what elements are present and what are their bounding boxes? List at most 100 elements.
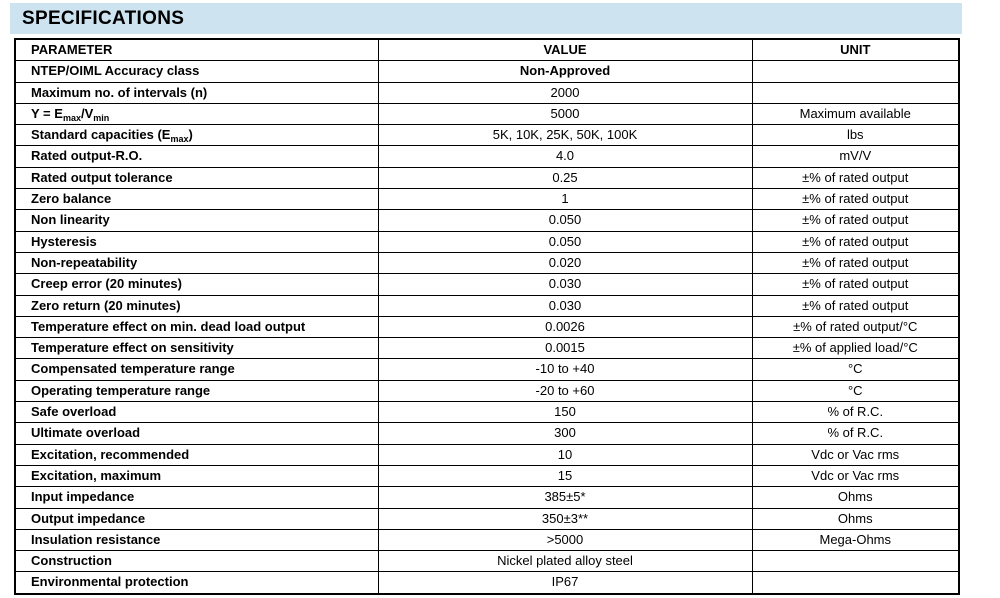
value-cell: IP67: [377, 571, 753, 595]
table-row: Temperature effect on sensitivity 0.0015 ±…: [14, 337, 960, 360]
value-cell: 2000: [377, 81, 753, 104]
table-row: Rated output tolerance 0.25 ±% of rated ou…: [14, 166, 960, 190]
value-cell: 0.050: [377, 230, 753, 253]
unit-cell: lbs: [751, 124, 960, 147]
parameter-cell: Construction: [14, 550, 379, 573]
parameter-cell: Standard capacities (Emax): [14, 124, 379, 147]
table-row: Non-repeatability 0.020 ±% of rated output: [14, 251, 960, 275]
value-cell: Non-Approved: [377, 60, 753, 83]
parameter-subscript: min: [93, 112, 110, 123]
parameter-cell: Zero balance: [14, 188, 379, 211]
value-cell: 350±3**: [377, 507, 753, 530]
parameter-cell: Maximum no. of intervals (n): [14, 81, 379, 104]
table-row: Rated output-R.O. 4.0 mV/V: [14, 145, 960, 168]
unit-cell: Ohms: [751, 486, 960, 509]
parameter-cell: Temperature effect on sensitivity: [14, 337, 379, 360]
table-row: Y = Emax/Vmin 5000 Maximum available: [14, 102, 960, 126]
value-cell: 0.020: [377, 251, 753, 275]
table-row: Ultimate overload 300% of R.C.: [14, 422, 960, 445]
parameter-cell: Compensated temperature range: [14, 358, 379, 381]
header-row: PARAMETER VALUE UNIT: [14, 38, 960, 62]
column-header-parameter: PARAMETER: [14, 38, 379, 62]
unit-cell: ±% of rated output: [751, 273, 960, 296]
parameter-cell: Hysteresis: [14, 230, 379, 253]
parameter-cell: Safe overload: [14, 401, 379, 424]
parameter-cell: Insulation resistance: [14, 528, 379, 552]
parameter-text: Standard capacities (E: [31, 127, 171, 143]
value-cell: 5000: [377, 102, 753, 126]
parameter-cell: Ultimate overload: [14, 422, 379, 445]
parameter-subscript: max: [170, 134, 189, 145]
parameter-cell: Temperature effect on min. dead load out…: [14, 315, 379, 339]
parameter-cell: Input impedance: [14, 486, 379, 509]
value-cell: -20 to +60: [377, 379, 753, 403]
value-cell: 5K, 10K, 25K, 50K, 100K: [377, 124, 753, 147]
section-title: SPECIFICATIONS: [22, 7, 185, 29]
table-row: Zero return (20 minutes) 0.030 ±% of rated…: [14, 294, 960, 317]
section-header-bar: SPECIFICATIONS: [10, 3, 962, 34]
unit-cell: ±% of applied load/°C: [751, 337, 960, 360]
parameter-cell: Excitation, recommended: [14, 443, 379, 466]
unit-cell: ±% of rated output: [751, 230, 960, 253]
table-head: PARAMETER VALUE UNIT: [14, 38, 960, 62]
parameter-cell: Non linearity: [14, 209, 379, 232]
parameter-cell: Non-repeatability: [14, 251, 379, 275]
value-cell: 0.0026: [377, 315, 753, 339]
unit-cell: ±% of rated output: [751, 166, 960, 190]
value-cell: 4.0: [377, 145, 753, 168]
value-cell: 1: [377, 188, 753, 211]
unit-cell: ±% of rated output: [751, 209, 960, 232]
unit-cell: [751, 81, 960, 104]
value-cell: 0.0015: [377, 337, 753, 360]
table-row: Compensated temperature range -10 to +40 °…: [14, 358, 960, 381]
unit-cell: °C: [751, 358, 960, 381]
parameter-cell: Excitation, maximum: [14, 464, 379, 488]
unit-cell: Vdc or Vac rms: [751, 443, 960, 466]
column-header-value: VALUE: [377, 38, 753, 62]
unit-cell: [751, 550, 960, 573]
unit-cell: Vdc or Vac rms: [751, 464, 960, 488]
unit-cell: Maximum available: [751, 102, 960, 126]
unit-cell: ±% of rated output: [751, 294, 960, 317]
table-row: Temperature effect on min. dead load out…: [14, 315, 960, 339]
specifications-table: PARAMETER VALUE UNIT NTEP/OIML Accuracy …: [14, 38, 960, 595]
table-row: Zero balance 1 ±% of rated output: [14, 188, 960, 211]
parameter-cell: NTEP/OIML Accuracy class: [14, 60, 379, 83]
value-cell: 15: [377, 464, 753, 488]
parameter-cell: Rated output-R.O.: [14, 145, 379, 168]
parameter-text: ): [188, 127, 193, 143]
unit-cell: ±% of rated output/°C: [751, 315, 960, 339]
table-row: Standard capacities (Emax) 5K, 10K, 25K, …: [14, 124, 960, 147]
unit-cell: ±% of rated output: [751, 251, 960, 275]
unit-cell: mV/V: [751, 145, 960, 168]
table-row: Insulation resistance >5000 Mega-Ohms: [14, 528, 960, 552]
table-row: Operating temperature range -20 to +60 °C: [14, 379, 960, 403]
table-row: Environmental protection IP67: [14, 571, 960, 595]
parameter-cell: Operating temperature range: [14, 379, 379, 403]
parameter-cell: Rated output tolerance: [14, 166, 379, 190]
value-cell: 300: [377, 422, 753, 445]
table-row: NTEP/OIML Accuracy class Non-Approved: [14, 60, 960, 83]
value-cell: Nickel plated alloy steel: [377, 550, 753, 573]
parameter-cell: Y = Emax/Vmin: [14, 102, 379, 126]
table-row: Hysteresis 0.050 ±% of rated output: [14, 230, 960, 253]
value-cell: 0.030: [377, 273, 753, 296]
unit-cell: ±% of rated output: [751, 188, 960, 211]
table-row: Non linearity 0.050 ±% of rated output: [14, 209, 960, 232]
value-cell: >5000: [377, 528, 753, 552]
table-row: Maximum no. of intervals (n) 2000: [14, 81, 960, 104]
parameter-cell: Zero return (20 minutes): [14, 294, 379, 317]
table-row: Construction Nickel plated alloy steel: [14, 550, 960, 573]
table-row: Excitation, maximum 15 Vdc or Vac rms: [14, 464, 960, 488]
value-cell: 150: [377, 401, 753, 424]
table-row: Safe overload 150% of R.C.: [14, 401, 960, 424]
unit-cell: % of R.C.: [751, 401, 960, 424]
value-cell: -10 to +40: [377, 358, 753, 381]
unit-cell: Mega-Ohms: [751, 528, 960, 552]
unit-cell: °C: [751, 379, 960, 403]
parameter-cell: Output impedance: [14, 507, 379, 530]
value-cell: 0.050: [377, 209, 753, 232]
table-row: Creep error (20 minutes) 0.030 ±% of rated…: [14, 273, 960, 296]
parameter-cell: Creep error (20 minutes): [14, 273, 379, 296]
unit-cell: [751, 571, 960, 595]
